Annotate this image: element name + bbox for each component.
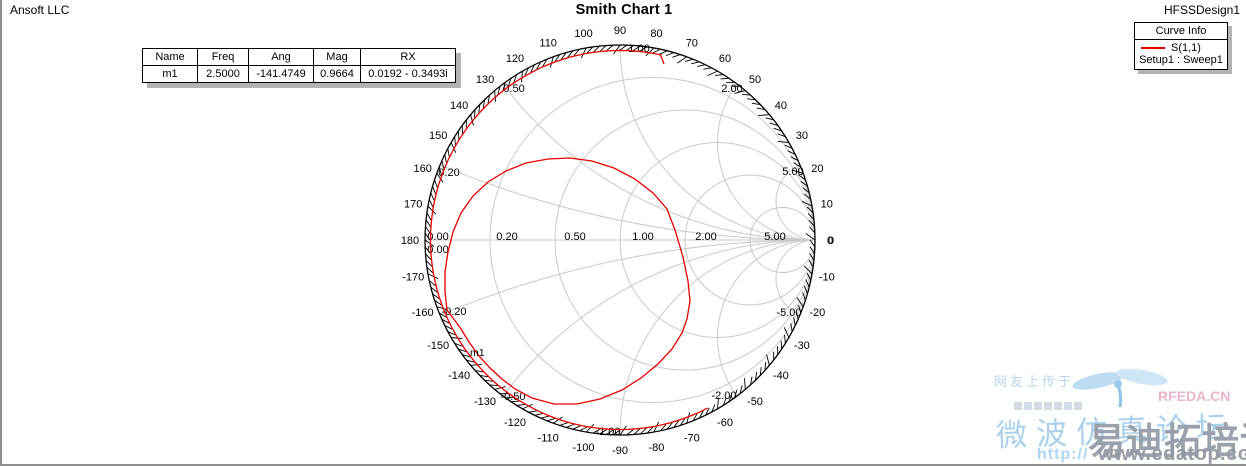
svg-text:30: 30 [796,130,808,142]
svg-text:110: 110 [539,38,557,50]
series-sweep-label: Setup1 : Sweep1 [1139,54,1223,66]
svg-text:5.00: 5.00 [764,231,785,243]
svg-text:1.00: 1.00 [628,43,649,55]
angle-labels: 0 10 20 30 40 50 60 70 80 90 100 110 120 130 140 150 160… [401,25,835,457]
col-freq: Freq [197,48,249,66]
series-line-swatch [1141,47,1165,49]
trace-s11-loop[interactable] [444,157,691,405]
svg-text:-100: -100 [573,442,595,454]
marker-freq: 2.5000 [197,65,249,83]
svg-text:-30: -30 [794,340,810,352]
marker-ang: -141.4749 [248,65,314,83]
col-ang: Ang [248,48,314,66]
page-title: Smith Chart 1 [575,2,673,18]
svg-text:60: 60 [719,53,731,65]
svg-text:-120: -120 [504,417,526,429]
vendor-label: Ansoft LLC [10,3,70,17]
svg-text:40: 40 [775,100,787,112]
svg-text:0.00: 0.00 [427,231,448,243]
design-label: HFSSDesign1 [1163,3,1240,17]
svg-text:-2.00: -2.00 [711,390,736,402]
svg-text:-40: -40 [773,370,789,382]
marker-table-row[interactable]: m1 2.5000 -141.4749 0.9664 0.0192 - 0.34… [142,65,456,83]
legend-box[interactable]: Curve Info S(1,1) Setup1 : Sweep1 [1134,22,1228,70]
svg-text:160: 160 [413,163,431,175]
svg-text:-0.20: -0.20 [441,306,466,318]
svg-text:-70: -70 [684,432,700,444]
svg-text:180: 180 [401,235,419,247]
svg-text:70: 70 [686,38,698,50]
marker-table-header: Name Freq Ang Mag RX [142,48,456,66]
svg-text:0: 0 [827,235,833,247]
marker-rx: 0.0192 - 0.3493i [360,65,456,83]
impedance-labels: 0.000.000.20 0.50 1.00 2.00 5.00 01.000.50 2.0… [427,43,834,438]
angle-ticks [424,44,816,436]
svg-text:0.20: 0.20 [496,231,517,243]
svg-text:-170: -170 [402,271,424,283]
svg-text:1.00: 1.00 [632,231,653,243]
marker-m1-label[interactable]: m1 [470,347,485,359]
svg-text:100: 100 [574,28,592,40]
marker-mag: 0.9664 [313,65,361,83]
svg-text:50: 50 [749,74,761,86]
svg-text:90: 90 [614,25,626,37]
svg-text:-140: -140 [448,370,470,382]
legend-title: Curve Info [1135,23,1227,40]
svg-text:80: 80 [650,28,662,40]
svg-text:2.00: 2.00 [721,83,742,95]
svg-text:170: 170 [404,199,422,211]
svg-text:140: 140 [450,100,468,112]
svg-text:0: 0 [828,235,834,247]
svg-text:-80: -80 [649,442,665,454]
svg-text:-50: -50 [747,396,763,408]
svg-text:20: 20 [811,163,823,175]
marker-name: m1 [142,65,198,83]
svg-text:-110: -110 [538,432,559,444]
svg-text:130: 130 [476,74,494,86]
svg-text:-60: -60 [717,417,733,429]
svg-text:10: 10 [821,199,833,211]
svg-text:-130: -130 [474,396,496,408]
svg-text:120: 120 [506,53,524,65]
svg-text:5.00: 5.00 [782,166,803,178]
col-mag: Mag [313,48,361,66]
svg-text:-20: -20 [809,307,825,319]
svg-text:-10: -10 [819,271,835,283]
svg-text:2.00: 2.00 [695,231,716,243]
marker-table[interactable]: Name Freq Ang Mag RX m1 2.5000 -141.4749… [142,48,456,83]
svg-text:0.50: 0.50 [564,231,585,243]
svg-text:-5.00: -5.00 [776,307,801,319]
trace-s11-outer[interactable] [429,49,708,431]
svg-text:150: 150 [429,130,447,142]
svg-text:-90: -90 [612,445,628,457]
svg-text:-160: -160 [412,307,434,319]
svg-text:-150: -150 [427,340,449,352]
svg-text:0.00: 0.00 [427,244,448,256]
series-label: S(1,1) [1171,42,1201,54]
col-rx: RX [360,48,456,66]
col-name: Name [142,48,198,66]
